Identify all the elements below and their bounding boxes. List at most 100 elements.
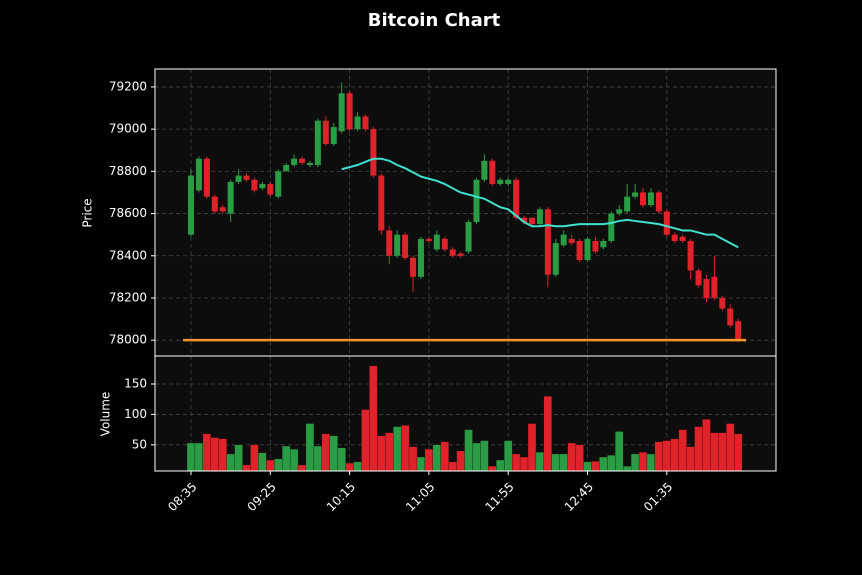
volume-bar	[448, 461, 457, 472]
volume-bar	[289, 448, 299, 472]
volume-bar	[504, 440, 513, 472]
volume-bar	[226, 453, 235, 472]
candle-body	[513, 179, 520, 218]
candle-body	[235, 175, 242, 182]
candle-body	[616, 209, 623, 214]
volume-bar	[400, 425, 410, 472]
candle-body	[544, 209, 551, 275]
volume-bar	[369, 365, 378, 472]
y-tick-label: 78200	[109, 290, 147, 304]
candle-body	[497, 179, 504, 185]
volume-bar	[694, 426, 703, 472]
volume-bar	[686, 446, 695, 472]
volume-bar	[527, 423, 537, 472]
candle-body	[703, 278, 710, 298]
candle-body	[330, 127, 337, 144]
volume-bar	[718, 432, 727, 472]
candle-body	[378, 175, 385, 231]
candle-body	[362, 116, 369, 130]
volume-bar	[678, 429, 687, 472]
volume-axis-label: Volume	[99, 392, 113, 437]
candle-body	[592, 240, 599, 252]
candle-body	[457, 253, 464, 256]
candle-body	[608, 213, 615, 241]
volume-bar	[353, 461, 362, 472]
volume-bar	[361, 409, 370, 472]
candle-body	[227, 181, 234, 214]
candle-body	[219, 207, 226, 212]
candle-body	[576, 240, 583, 260]
candle-body	[449, 249, 456, 256]
y-tick-label: 78800	[109, 164, 147, 178]
moving-average-line	[341, 157, 739, 249]
candle-body	[188, 175, 195, 235]
candle-body	[632, 192, 639, 197]
volume-bar	[607, 455, 616, 472]
volume-bar	[511, 453, 521, 472]
candle-body	[283, 165, 290, 172]
y-tick-label: 78000	[109, 333, 147, 347]
volume-bar	[480, 440, 489, 472]
volume-bar	[472, 442, 481, 472]
volume-bar	[408, 446, 418, 472]
candle-body	[417, 238, 424, 277]
volume-bar	[654, 441, 664, 472]
candle-body	[584, 238, 591, 260]
candle-body	[322, 120, 329, 144]
volume-bar	[393, 426, 402, 472]
volume-bar	[258, 452, 267, 472]
y-tick-label: 150	[124, 376, 147, 390]
candle-body	[663, 211, 670, 235]
y-tick-label: 78400	[109, 248, 147, 262]
volume-bar	[496, 459, 505, 472]
volume-bar	[567, 442, 576, 472]
volume-bar	[630, 453, 640, 472]
volume-bar	[615, 431, 624, 472]
volume-bar	[464, 429, 473, 472]
volume-bar	[313, 445, 323, 472]
volume-bar	[583, 461, 592, 472]
y-tick-label: 79200	[109, 79, 147, 93]
y-tick-label: 50	[132, 437, 147, 451]
volume-bar	[274, 458, 283, 472]
volume-bar	[424, 448, 434, 472]
candle-body	[640, 192, 647, 206]
volume-bar	[329, 435, 338, 472]
candle-body	[275, 171, 282, 197]
candle-body	[695, 270, 702, 286]
volume-bar	[234, 444, 243, 472]
candle-body	[314, 120, 321, 166]
volume-bar	[638, 451, 648, 472]
candle-body	[243, 175, 250, 180]
volume-bar	[194, 442, 204, 472]
volume-bar	[710, 432, 719, 472]
candle-body	[473, 179, 480, 222]
candle-body	[624, 196, 631, 212]
y-tick-label: 79000	[109, 122, 147, 136]
candle-body	[568, 238, 575, 244]
candle-body	[346, 93, 353, 130]
volume-frame	[154, 355, 777, 472]
candle-body	[489, 160, 496, 185]
volume-bar	[266, 459, 275, 472]
volume-bar	[535, 451, 545, 472]
candle-body	[338, 93, 345, 132]
volume-bar	[305, 423, 315, 472]
volume-bar	[519, 456, 529, 472]
y-tick-label: 100	[124, 407, 147, 421]
candle-body	[299, 158, 306, 163]
candle-body	[528, 217, 535, 225]
candle-body	[552, 243, 559, 275]
candle-body	[394, 234, 401, 256]
candle-body	[370, 129, 377, 176]
candle-body	[481, 160, 488, 180]
volume-bar	[250, 444, 259, 472]
volume-bar	[559, 453, 568, 472]
candle-body	[600, 240, 607, 248]
candle-body	[306, 162, 313, 166]
volume-bar	[218, 438, 227, 472]
candle-body	[425, 238, 432, 241]
candle-body	[195, 158, 202, 191]
price-panel	[155, 69, 776, 356]
